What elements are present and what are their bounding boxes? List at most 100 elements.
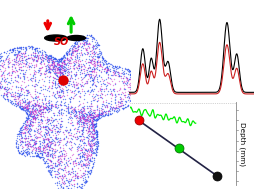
Point bbox=[36, 154, 40, 157]
Point bbox=[46, 147, 51, 150]
Point bbox=[97, 113, 101, 116]
Point bbox=[91, 116, 95, 119]
Point bbox=[50, 61, 54, 64]
Point bbox=[64, 81, 68, 84]
Point bbox=[67, 67, 71, 70]
Point bbox=[57, 111, 61, 114]
Point bbox=[82, 104, 86, 107]
Point bbox=[121, 87, 125, 90]
Point bbox=[92, 48, 96, 51]
Point bbox=[30, 50, 35, 53]
Point bbox=[50, 87, 54, 90]
Point bbox=[38, 126, 42, 129]
Point bbox=[99, 83, 103, 86]
Point bbox=[28, 115, 33, 118]
Point bbox=[0, 86, 2, 89]
Point bbox=[58, 78, 62, 81]
Point bbox=[38, 123, 42, 126]
Point bbox=[0, 84, 4, 87]
Point bbox=[53, 106, 57, 109]
Point bbox=[92, 136, 96, 139]
Point bbox=[80, 80, 84, 83]
Point bbox=[76, 64, 80, 67]
Point bbox=[41, 60, 45, 63]
Point bbox=[38, 151, 42, 154]
Point bbox=[81, 62, 85, 65]
Point bbox=[33, 48, 37, 51]
Point bbox=[33, 54, 37, 57]
Point bbox=[91, 125, 95, 129]
Point bbox=[20, 150, 24, 153]
Point bbox=[51, 66, 55, 69]
Point bbox=[129, 81, 133, 84]
Point bbox=[26, 102, 30, 105]
Point bbox=[56, 158, 60, 161]
Point bbox=[63, 67, 67, 70]
Point bbox=[119, 99, 123, 102]
Point bbox=[85, 46, 89, 49]
Point bbox=[61, 63, 66, 66]
Point bbox=[90, 133, 94, 136]
Point bbox=[62, 56, 66, 59]
Point bbox=[95, 144, 99, 147]
Point bbox=[77, 64, 81, 67]
Point bbox=[104, 65, 108, 68]
Point bbox=[62, 68, 67, 71]
Point bbox=[80, 174, 84, 177]
Point bbox=[67, 181, 71, 184]
Point bbox=[81, 118, 85, 121]
Point bbox=[98, 60, 102, 63]
Point bbox=[62, 60, 66, 63]
Point bbox=[15, 54, 19, 57]
Point bbox=[27, 110, 31, 113]
Point bbox=[100, 63, 104, 66]
Point bbox=[23, 135, 27, 138]
Point bbox=[71, 45, 75, 48]
Point bbox=[56, 158, 60, 161]
Point bbox=[120, 81, 124, 84]
Point bbox=[33, 105, 37, 108]
Point bbox=[64, 134, 68, 137]
Point bbox=[50, 81, 54, 84]
Point bbox=[88, 59, 92, 62]
Point bbox=[0, 54, 3, 57]
Point bbox=[29, 139, 33, 142]
Point bbox=[3, 69, 7, 72]
Point bbox=[25, 121, 29, 124]
Point bbox=[111, 78, 115, 81]
Point bbox=[60, 67, 64, 70]
Point bbox=[51, 65, 55, 68]
Point bbox=[62, 81, 66, 84]
Point bbox=[80, 133, 84, 136]
Point bbox=[32, 98, 36, 101]
Point bbox=[62, 65, 66, 68]
Point bbox=[39, 153, 43, 156]
Point bbox=[104, 70, 108, 73]
Point bbox=[1, 64, 5, 67]
Point bbox=[61, 68, 65, 71]
Point bbox=[71, 63, 75, 66]
Point bbox=[92, 126, 97, 129]
Point bbox=[69, 48, 73, 51]
Point bbox=[47, 158, 51, 161]
Point bbox=[56, 121, 60, 124]
Point bbox=[105, 66, 109, 69]
Point bbox=[89, 68, 93, 71]
Point bbox=[48, 72, 52, 75]
Point bbox=[27, 124, 31, 127]
Point bbox=[53, 60, 57, 63]
Point bbox=[106, 113, 110, 116]
Point bbox=[85, 39, 89, 42]
Point bbox=[89, 144, 93, 147]
Point bbox=[1, 71, 5, 74]
Point bbox=[71, 123, 75, 126]
Point bbox=[71, 41, 75, 44]
Point bbox=[10, 70, 14, 73]
Point bbox=[37, 156, 41, 159]
Point bbox=[93, 135, 98, 138]
Point bbox=[18, 53, 22, 56]
Point bbox=[93, 140, 97, 143]
Point bbox=[54, 62, 58, 65]
Point bbox=[58, 70, 62, 73]
Point bbox=[103, 113, 107, 116]
